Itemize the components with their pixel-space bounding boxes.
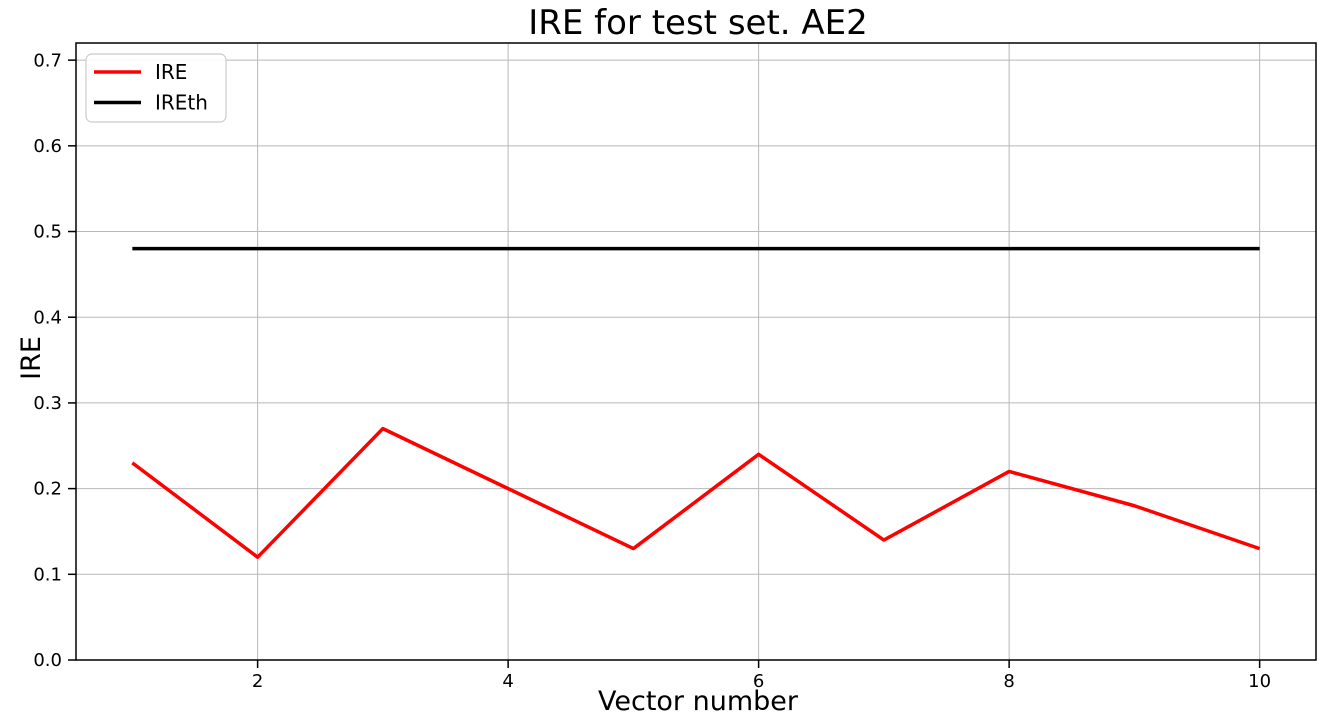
x-tick-label: 6	[753, 671, 764, 692]
legend-label-IRE: IRE	[155, 60, 187, 84]
x-tick-label: 2	[252, 671, 263, 692]
x-tick-label: 8	[1003, 671, 1014, 692]
series-layer	[131, 246, 1261, 559]
legend-label-IREth: IREth	[155, 91, 208, 115]
y-tick-label: 0.1	[33, 564, 62, 585]
series-line-IRE	[131, 426, 1261, 559]
x-axis-label: Vector number	[598, 686, 799, 717]
axes-frame	[75, 42, 1317, 661]
y-tick-label: 0.6	[33, 136, 62, 157]
y-tick-label: 0.7	[33, 50, 62, 71]
chart-title: IRE for test set. AE2	[528, 3, 868, 43]
tick-layer: 0.0 0.1 0.2 0.3 0.4 0.5 0.6 0.7 2 4 6 8 10	[33, 50, 1271, 692]
y-tick-label: 0.4	[33, 307, 62, 328]
y-tick-label: 0.3	[33, 393, 62, 414]
y-tick-label: 0.5	[33, 222, 62, 243]
y-tick-label: 0.2	[33, 479, 62, 500]
y-axis-label: IRE	[16, 336, 47, 380]
x-tick-label: 10	[1248, 671, 1271, 692]
grid-layer	[76, 43, 1316, 661]
legend: IRE IREth	[85, 53, 227, 123]
x-tick-label: 4	[502, 671, 513, 692]
y-tick-label: 0.0	[33, 650, 62, 671]
